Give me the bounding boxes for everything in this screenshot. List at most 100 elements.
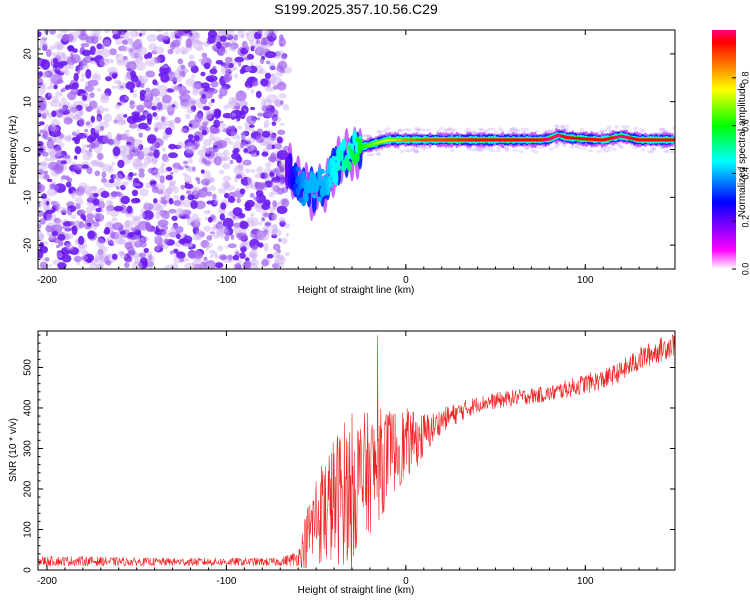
noise-speck: [139, 93, 145, 102]
noise-speck: [38, 223, 42, 229]
noise-speck: [204, 110, 213, 120]
noise-speck: [256, 117, 261, 121]
ridge-core: [588, 137, 593, 141]
noise-speck: [69, 247, 79, 255]
noise-speck: [227, 125, 233, 130]
noise-speck: [40, 161, 48, 167]
ridge-halo: [524, 147, 530, 150]
ridge-core: [477, 138, 482, 142]
noise-speck: [86, 135, 95, 143]
noise-speck: [43, 170, 49, 175]
noise-speck: [96, 152, 104, 160]
noise-speck: [222, 152, 226, 156]
noise-speck: [108, 178, 115, 184]
noise-speck: [156, 34, 165, 42]
ridge-halo: [553, 145, 559, 149]
noise-speck: [204, 260, 217, 269]
noise-speck: [246, 142, 255, 152]
noise-speck: [60, 160, 67, 165]
noise-speck: [180, 64, 186, 70]
noise-speck: [69, 221, 75, 226]
noise-speck: [223, 61, 230, 69]
noise-speck: [273, 206, 277, 210]
noise-speck: [110, 191, 118, 198]
noise-speck: [124, 253, 131, 258]
noise-speck: [76, 262, 81, 266]
noise-speck: [45, 68, 56, 79]
noise-speck: [169, 119, 176, 128]
noise-speck: [185, 78, 196, 87]
noise-speck: [240, 110, 246, 116]
noise-speck: [185, 38, 193, 48]
noise-speck: [133, 52, 140, 59]
noise-speck: [54, 190, 58, 194]
ridge-core: [656, 138, 662, 142]
noise-speck: [216, 41, 222, 49]
ridge-band: [303, 192, 309, 203]
y-tick-label: 300: [23, 440, 34, 457]
spectrogram-y-axis: -20 -10 0 10 20: [23, 29, 675, 270]
noise-speck: [93, 211, 102, 220]
ridge-halo: [451, 128, 457, 132]
noise-speck: [238, 163, 244, 170]
noise-speck: [96, 238, 105, 248]
noise-speck: [233, 165, 244, 175]
noise-speck: [100, 95, 110, 104]
noise-speck: [120, 184, 126, 191]
noise-speck: [240, 245, 247, 253]
ridge-halo: [649, 150, 655, 154]
noise-speck: [251, 217, 259, 227]
noise-speck: [167, 105, 175, 116]
noise-speck: [78, 235, 85, 245]
ridge-band: [287, 173, 293, 179]
noise-speck: [251, 128, 255, 133]
noise-speck: [49, 123, 56, 132]
noise-speck: [127, 247, 136, 258]
noise-speck: [250, 145, 257, 151]
y-tick-label: -10: [23, 190, 34, 205]
noise-speck: [48, 147, 54, 156]
noise-speck: [100, 92, 110, 100]
ridge-halo: [514, 129, 520, 133]
noise-speck: [139, 32, 142, 37]
noise-speck: [246, 53, 255, 60]
ridge-halo: [518, 150, 524, 154]
ridge-halo: [497, 127, 503, 131]
noise-speck: [231, 152, 241, 160]
noise-speck: [117, 80, 122, 85]
noise-speck: [207, 216, 213, 223]
noise-speck: [274, 143, 282, 150]
ridge-halo: [443, 128, 449, 132]
noise-speck: [266, 94, 279, 104]
ridge-halo: [607, 146, 613, 150]
noise-speck: [159, 165, 165, 174]
noise-speck: [85, 121, 91, 126]
ridge-core: [577, 137, 583, 141]
noise-speck: [192, 259, 203, 269]
ridge-halo: [521, 130, 527, 134]
noise-speck: [168, 184, 176, 191]
noise-speck: [155, 85, 169, 97]
noise-speck: [139, 82, 145, 88]
noise-speck: [53, 217, 61, 224]
ridge-halo: [413, 126, 419, 130]
noise-speck: [275, 171, 280, 177]
noise-speck: [149, 145, 157, 152]
noise-speck: [99, 125, 105, 131]
ridge-halo: [416, 128, 422, 132]
noise-speck: [193, 251, 203, 260]
noise-speck: [61, 254, 72, 263]
noise-speck: [77, 191, 84, 198]
noise-speck: [111, 73, 117, 79]
noise-speck: [243, 148, 248, 153]
noise-speck: [272, 116, 282, 123]
noise-speck: [241, 134, 247, 141]
ridge-halo: [407, 149, 413, 153]
noise-speck: [67, 205, 77, 213]
noise-speck: [106, 207, 111, 215]
noise-speck: [104, 255, 109, 264]
noise-speck: [212, 193, 217, 200]
noise-speck: [143, 156, 151, 165]
ridge-core: [513, 138, 518, 142]
noise-speck: [229, 159, 234, 165]
